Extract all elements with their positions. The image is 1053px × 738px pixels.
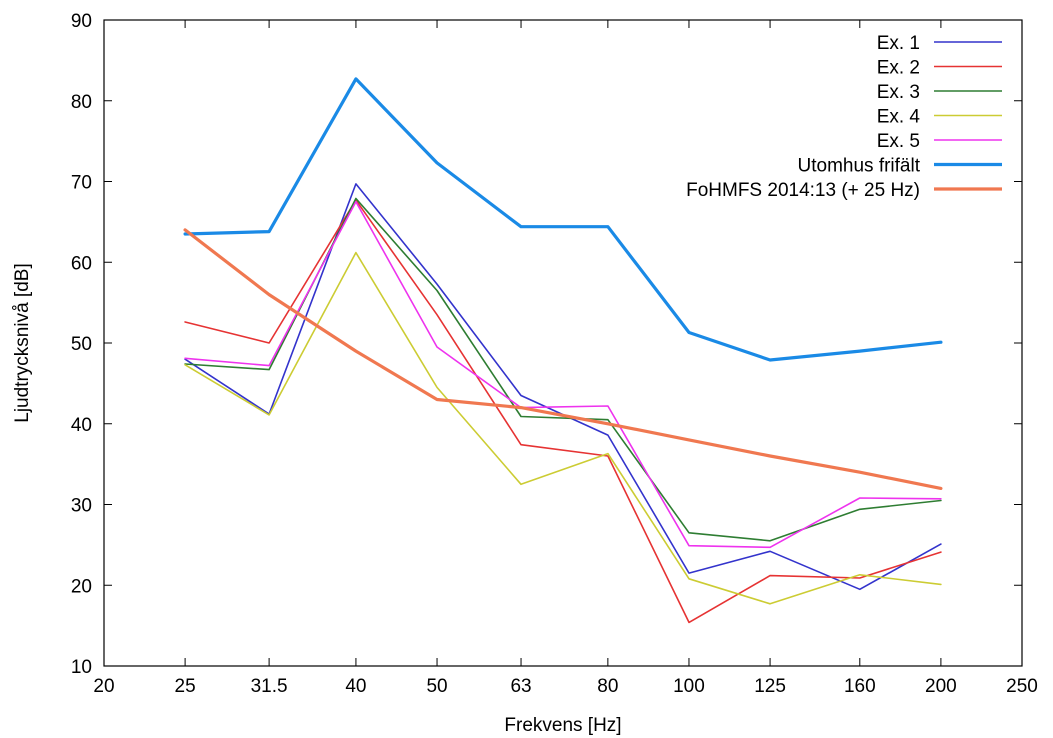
- legend-label: Ex. 1: [877, 33, 920, 54]
- legend-label: FoHMFS 2014:13 (+ 25 Hz): [686, 180, 920, 201]
- y-tick-label: 60: [71, 253, 92, 274]
- series-line-2: [184, 199, 942, 624]
- x-axis: 20 25 31.5 40 50 63 80 100 125 160 200 250: [93, 20, 1038, 697]
- x-tick-label: 80: [597, 676, 618, 697]
- y-axis: 10 20 30 40 50 60 70 80 90: [71, 11, 1022, 678]
- legend-label: Ex. 3: [877, 82, 920, 103]
- x-tick-label: 25: [175, 676, 196, 697]
- y-tick-label: 40: [71, 415, 92, 436]
- y-tick-label: 20: [71, 576, 92, 597]
- series-line-5: [184, 200, 942, 549]
- x-tick-label: 160: [844, 676, 876, 697]
- legend-label: Ex. 2: [877, 58, 920, 79]
- y-tick-label: 90: [71, 11, 92, 32]
- x-tick-label: 63: [510, 676, 531, 697]
- series-line-6: [183, 77, 943, 362]
- y-tick-label: 70: [71, 173, 92, 194]
- y-axis-title: Ljudtrycksnivå [dB]: [12, 263, 33, 422]
- x-tick-label: 31.5: [251, 676, 288, 697]
- legend-label: Utomhus frifält: [798, 156, 921, 177]
- x-tick-label: 40: [345, 676, 366, 697]
- x-axis-title: Frekvens [Hz]: [504, 715, 621, 736]
- x-tick-label: 125: [754, 676, 786, 697]
- x-tick-label: 250: [1006, 676, 1038, 697]
- y-tick-label: 50: [71, 334, 92, 355]
- y-tick-label: 10: [71, 657, 92, 678]
- x-tick-label: 100: [673, 676, 705, 697]
- series-line-4: [184, 251, 942, 605]
- y-tick-label: 30: [71, 496, 92, 517]
- series-lines: [183, 77, 943, 624]
- x-tick-label: 20: [93, 676, 114, 697]
- x-tick-label: 200: [925, 676, 957, 697]
- series-line-7: [183, 228, 943, 490]
- y-tick-label: 80: [71, 92, 92, 113]
- legend-label: Ex. 5: [877, 131, 920, 152]
- x-tick-label: 50: [426, 676, 447, 697]
- legend-label: Ex. 4: [877, 107, 921, 128]
- legend: Ex. 1 Ex. 2 Ex. 3 Ex. 4 Ex. 5 Utomhus frifält…: [686, 33, 1002, 201]
